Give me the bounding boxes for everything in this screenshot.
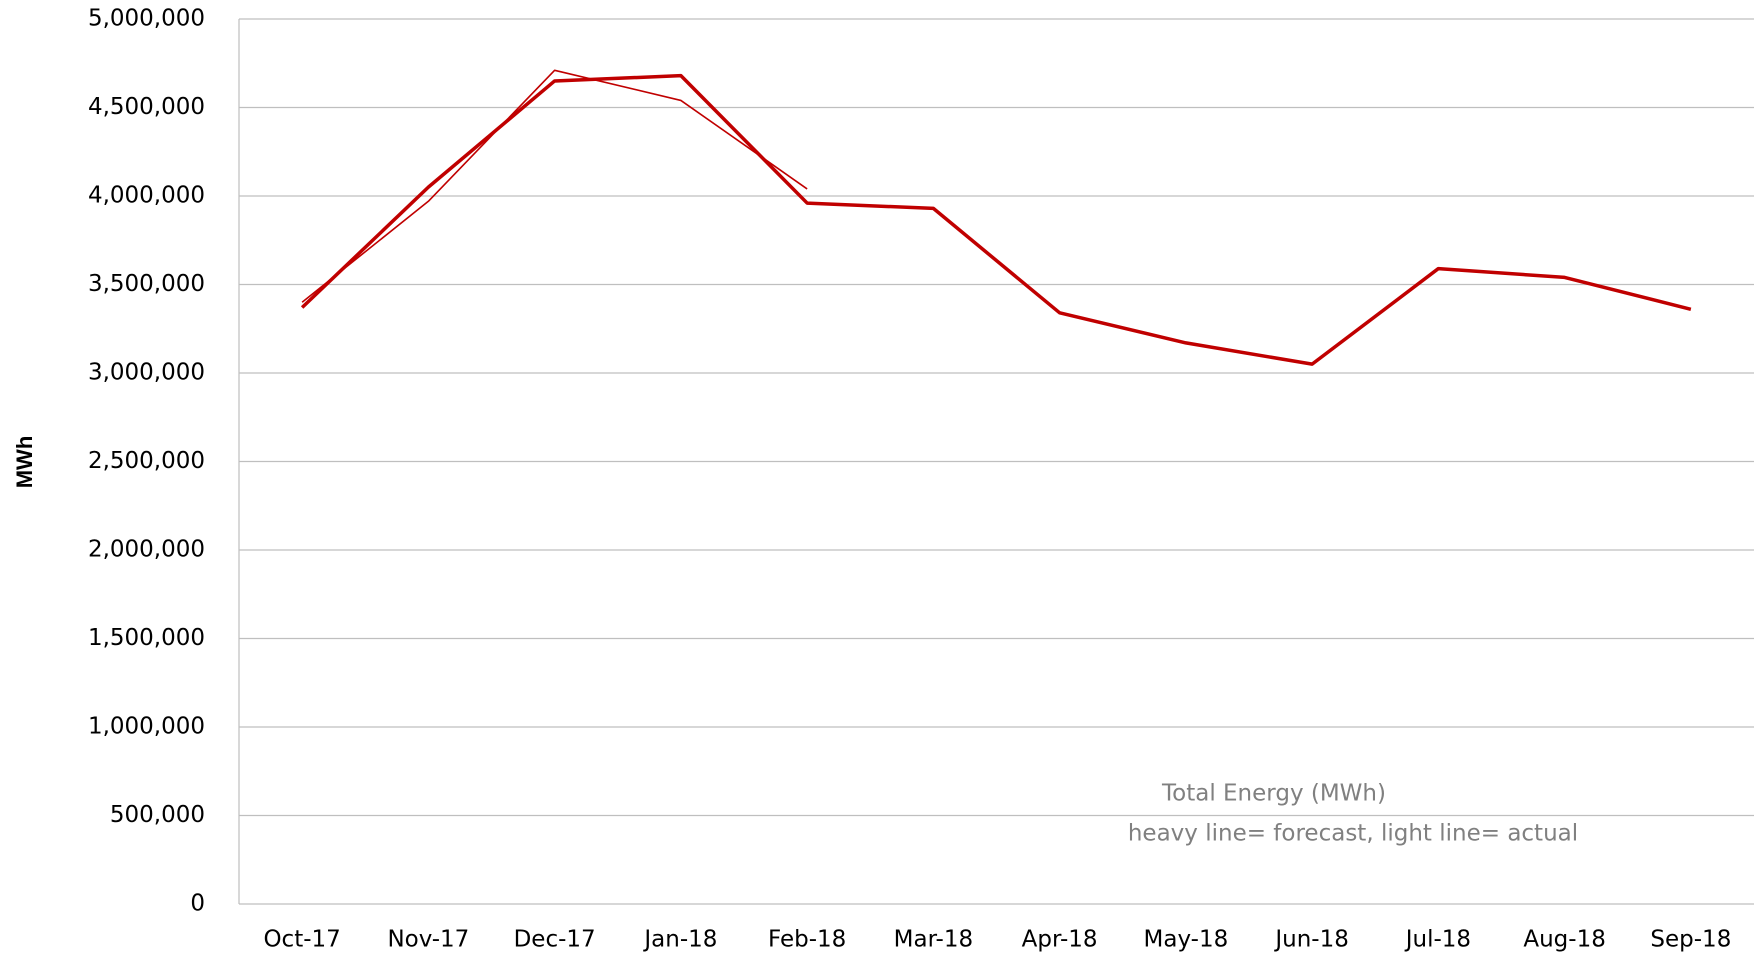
- x-tick-label: Feb-18: [768, 927, 846, 953]
- y-tick-label: 2,500,000: [88, 448, 205, 474]
- y-tick-label: 4,000,000: [88, 183, 205, 209]
- x-tick-label: Nov-17: [387, 927, 469, 953]
- x-tick-label: Aug-18: [1523, 927, 1605, 953]
- line-series: [301, 69, 808, 303]
- x-tick-label: Dec-17: [514, 927, 596, 953]
- x-tick-label: May-18: [1144, 927, 1229, 953]
- annotation: Total Energy (MWh): [1161, 781, 1386, 807]
- y-tick-label: 5,000,000: [88, 6, 205, 32]
- x-tick-label: Sep-18: [1650, 927, 1731, 953]
- x-tick-label: Jan-18: [642, 927, 717, 953]
- x-tick-label: Apr-18: [1022, 927, 1098, 953]
- y-tick-label: 4,500,000: [88, 94, 205, 120]
- line-series: [300, 73, 1692, 366]
- x-tick-label: Mar-18: [894, 927, 974, 953]
- y-axis-label: MWh: [12, 436, 37, 489]
- y-tick-label: 1,500,000: [88, 625, 205, 651]
- y-tick-label: 3,500,000: [88, 271, 205, 297]
- x-tick-label: Jun-18: [1273, 927, 1349, 953]
- y-tick-label: 3,000,000: [88, 360, 205, 386]
- y-tick-label: 0: [190, 891, 205, 917]
- x-tick-label: Oct-17: [263, 927, 340, 953]
- y-tick-label: 1,000,000: [88, 714, 205, 740]
- annotation: heavy line= forecast, light line= actual: [1128, 821, 1578, 847]
- y-tick-label: 2,000,000: [88, 537, 205, 563]
- x-tick-label: Jul-18: [1404, 927, 1471, 953]
- y-tick-label: 500,000: [110, 802, 205, 828]
